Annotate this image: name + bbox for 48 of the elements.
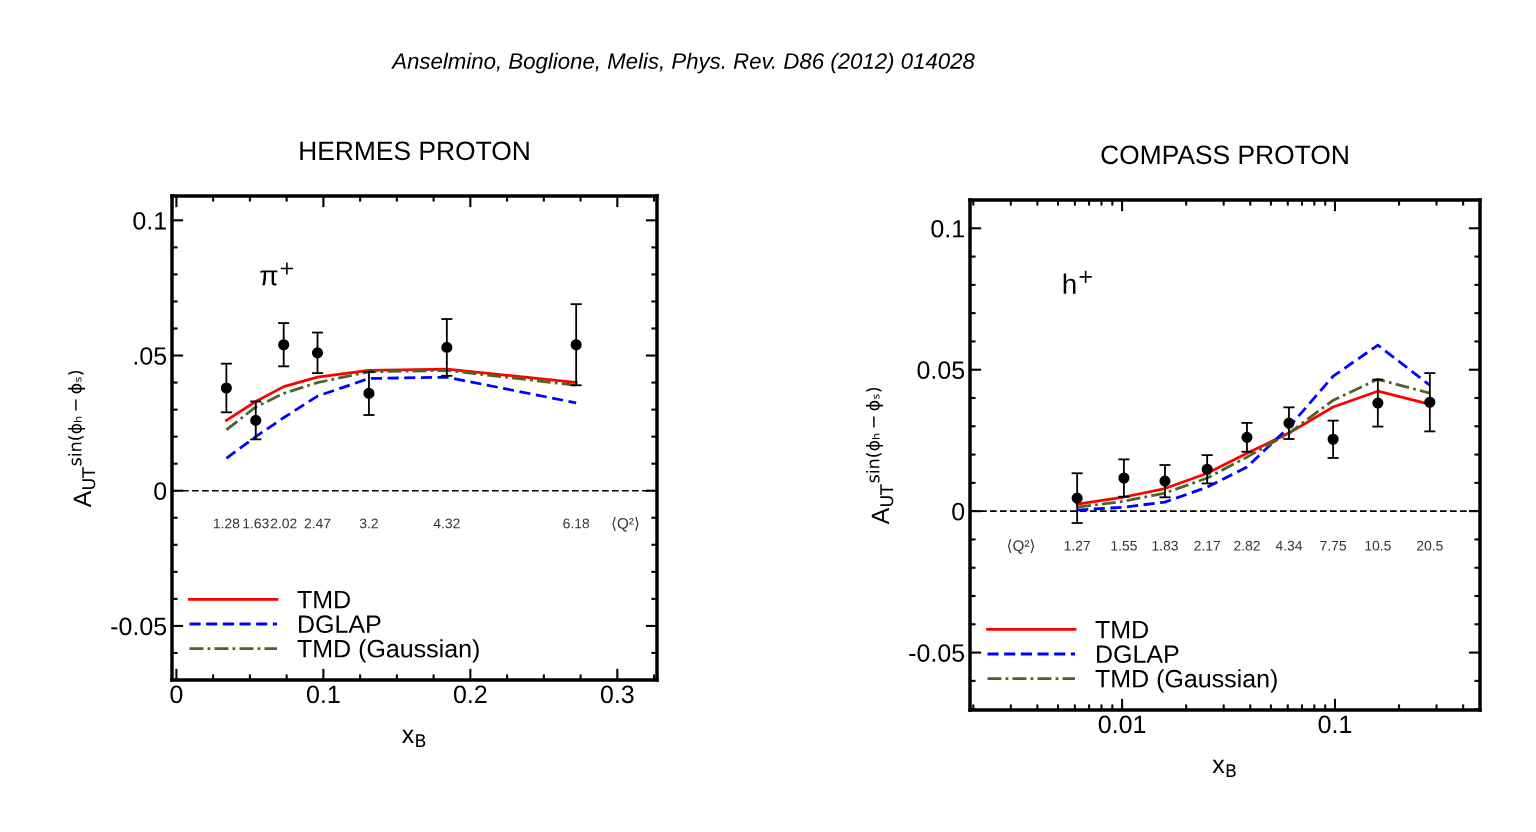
annotation: 1.28 [213, 518, 240, 529]
annotation: π$^{+}$ [260, 262, 293, 286]
annotation: 1.83 [1152, 540, 1178, 551]
y-tick-label: 0.05 [917, 361, 965, 380]
chart-subtitle: Anselmino, Boglione, Melis, Phys. Rev. D86 (2012) 014028 [391, 52, 975, 74]
annotation: 6.18 [563, 518, 590, 529]
x-tick-label: 0.01 [1098, 715, 1146, 734]
annotation: ⟨Q²⟩ [1007, 539, 1035, 554]
x-axis-title: x$_{B}$ [402, 729, 426, 748]
y-tick-label: -0.05 [909, 644, 965, 662]
chart-title: HERMES PROTON [300, 141, 529, 161]
annotation: 1.63 [243, 518, 269, 529]
point [311, 347, 324, 359]
annotation: 3.2 [359, 518, 378, 529]
annotation: 1.27 [1064, 540, 1090, 551]
annotation: 2.82 [1234, 540, 1260, 551]
annotation: 10.5 [1365, 540, 1391, 551]
x-tick-label: 0.1 [306, 685, 340, 704]
legend-label: DGLAP [299, 615, 381, 633]
x-tick-label: 0.3 [600, 685, 634, 704]
y-tick-label: 0.1 [133, 211, 166, 230]
annotation: h$^{+}$ [1063, 270, 1092, 294]
annotation: 20.5 [1417, 540, 1443, 551]
y-tick-label: 0 [952, 502, 965, 521]
y-axis-title: A$_{UT}$$^{sin(ϕₕ−ϕₛ)}$ [68, 370, 96, 508]
y-tick-label: -0.05 [111, 617, 167, 636]
legend-label: TMD [1095, 621, 1148, 639]
annotation: ⟨Q²⟩ [612, 517, 639, 532]
y-axis-title: A$_{UT}$$^{sin(ϕₕ−ϕₛ)}$ [866, 387, 894, 525]
line-series [224, 375, 578, 460]
x-axis-title: x$_{B}$ [1212, 759, 1236, 778]
annotation: 4.32 [433, 518, 460, 529]
annotation: 4.34 [1275, 540, 1303, 551]
chart-title: COMPASS PROTON [1101, 145, 1348, 165]
annotation: 2.02 [270, 518, 297, 529]
legend-label: TMD (Gaussian) [1095, 669, 1277, 693]
x-tick-label: 0 [170, 685, 183, 704]
annotation: 2.47 [304, 518, 331, 529]
y-tick-label: 0 [154, 482, 167, 501]
legend-label: TMD (Gaussian) [297, 639, 479, 663]
annotation: 2.17 [1194, 540, 1220, 551]
y-tick-label: 0.1 [931, 219, 964, 238]
legend-label: DGLAP [1097, 645, 1179, 663]
x-tick-label: 0.2 [453, 685, 487, 704]
annotation: 7.75 [1320, 540, 1347, 551]
annotation: 1.55 [1111, 540, 1137, 551]
legend-label: TMD [297, 591, 350, 609]
y-tick-label: .05 [134, 347, 167, 365]
